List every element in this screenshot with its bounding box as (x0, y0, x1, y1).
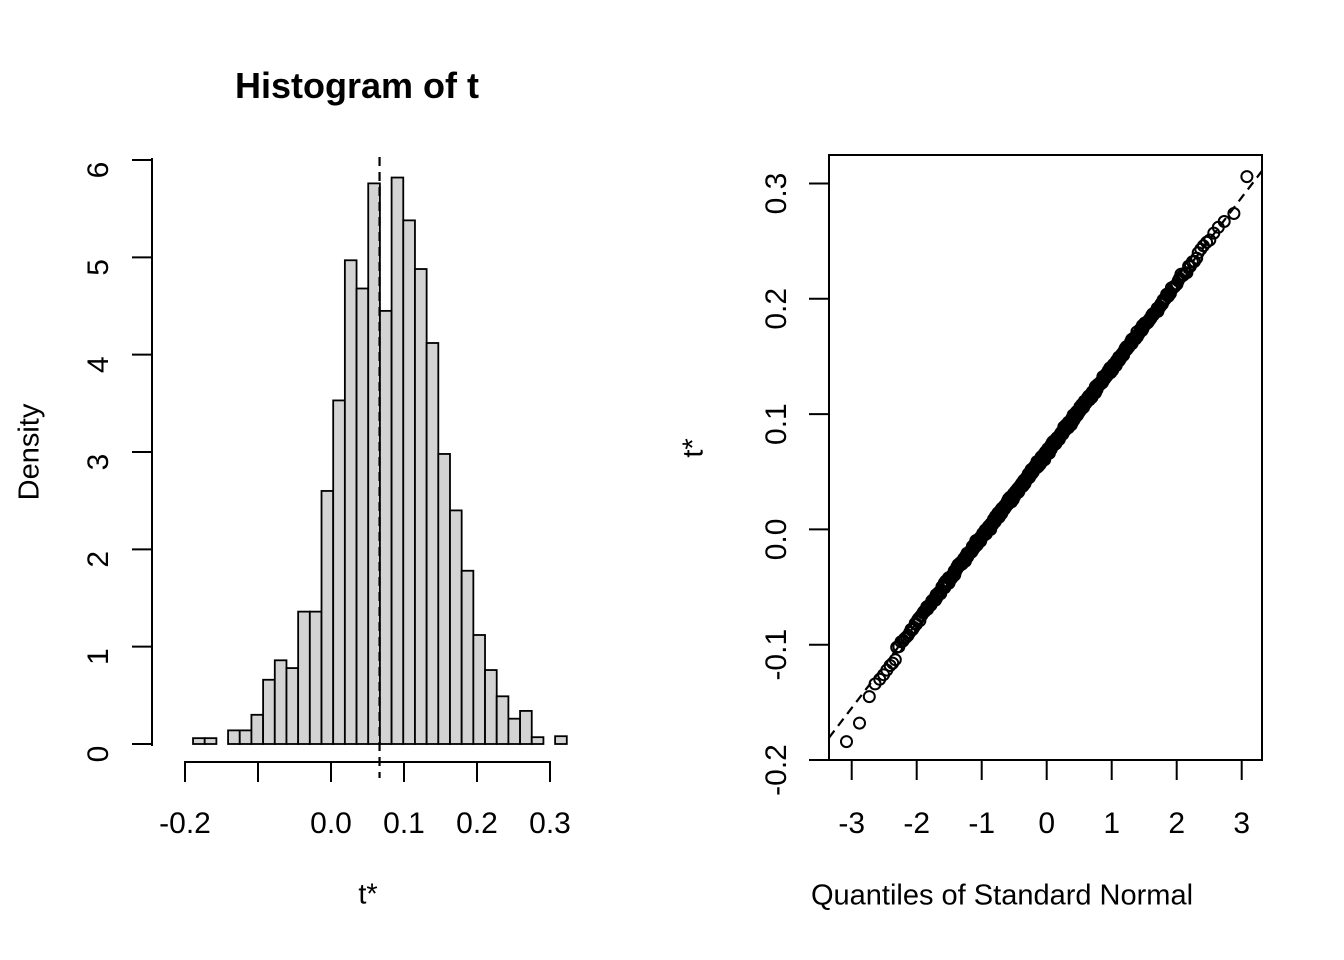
svg-text:-2: -2 (903, 807, 930, 840)
svg-text:1: 1 (1103, 807, 1120, 840)
histogram-bar (273, 659, 288, 745)
histogram-bar (367, 182, 381, 745)
svg-text:0.0: 0.0 (310, 807, 352, 840)
histogram-bar (320, 490, 335, 745)
histogram-bar (203, 737, 218, 745)
svg-text:0.2: 0.2 (760, 288, 793, 330)
histogram-bar (250, 713, 265, 745)
svg-text:-1: -1 (968, 807, 995, 840)
histogram-bar (519, 710, 533, 745)
histogram-bar (495, 695, 510, 745)
svg-text:-0.1: -0.1 (760, 629, 793, 681)
svg-text:1: 1 (82, 648, 115, 665)
histogram-x-axis-title: t* (358, 878, 378, 911)
histogram-title: Histogram of t (234, 65, 480, 106)
histogram-bar (308, 610, 323, 745)
histogram-bar (530, 736, 545, 745)
histogram-bar (437, 453, 451, 745)
svg-text:0.2: 0.2 (456, 807, 498, 840)
svg-text:0.1: 0.1 (760, 403, 793, 445)
histogram-bar (262, 678, 276, 745)
svg-text:0: 0 (82, 746, 115, 763)
histogram-bar (238, 729, 253, 745)
histogram-bar (297, 610, 311, 745)
histogram-bar (484, 669, 498, 745)
histogram-bar (332, 399, 346, 745)
svg-text:0.3: 0.3 (760, 173, 793, 215)
svg-text:0: 0 (1038, 807, 1055, 840)
svg-text:-0.2: -0.2 (159, 807, 211, 840)
histogram-bar (449, 509, 463, 745)
qq-points (840, 170, 1254, 749)
svg-text:3: 3 (1233, 807, 1250, 840)
svg-text:0.1: 0.1 (383, 807, 425, 840)
svg-text:-0.2: -0.2 (760, 744, 793, 796)
histogram-bar (343, 259, 358, 745)
svg-text:2: 2 (1168, 807, 1185, 840)
histogram-bar (355, 287, 370, 745)
svg-text:4: 4 (82, 356, 115, 373)
histogram-bar (425, 342, 440, 745)
histogram-bar (460, 569, 475, 745)
histogram-bar (472, 634, 486, 745)
qqplot-x-axis-title: Quantiles of Standard Normal (810, 879, 1194, 912)
histogram-bar (390, 176, 405, 745)
histogram-bar (414, 268, 428, 745)
qqplot-y-axis-title: t* (677, 438, 710, 458)
histogram-bar (554, 735, 568, 745)
histogram-bar (379, 309, 393, 745)
histogram-bar (227, 729, 241, 745)
svg-text:6: 6 (82, 162, 115, 179)
svg-text:0.0: 0.0 (760, 519, 793, 561)
histogram-bar (192, 737, 206, 745)
histogram-bar (507, 717, 521, 745)
histogram-y-axis-title: Density (13, 403, 46, 501)
svg-text:3: 3 (82, 454, 115, 471)
svg-text:-3: -3 (838, 807, 865, 840)
histogram-bar (285, 667, 300, 745)
svg-text:2: 2 (82, 551, 115, 568)
svg-text:5: 5 (82, 259, 115, 276)
svg-text:0.3: 0.3 (529, 807, 571, 840)
histogram-bar (402, 219, 416, 745)
